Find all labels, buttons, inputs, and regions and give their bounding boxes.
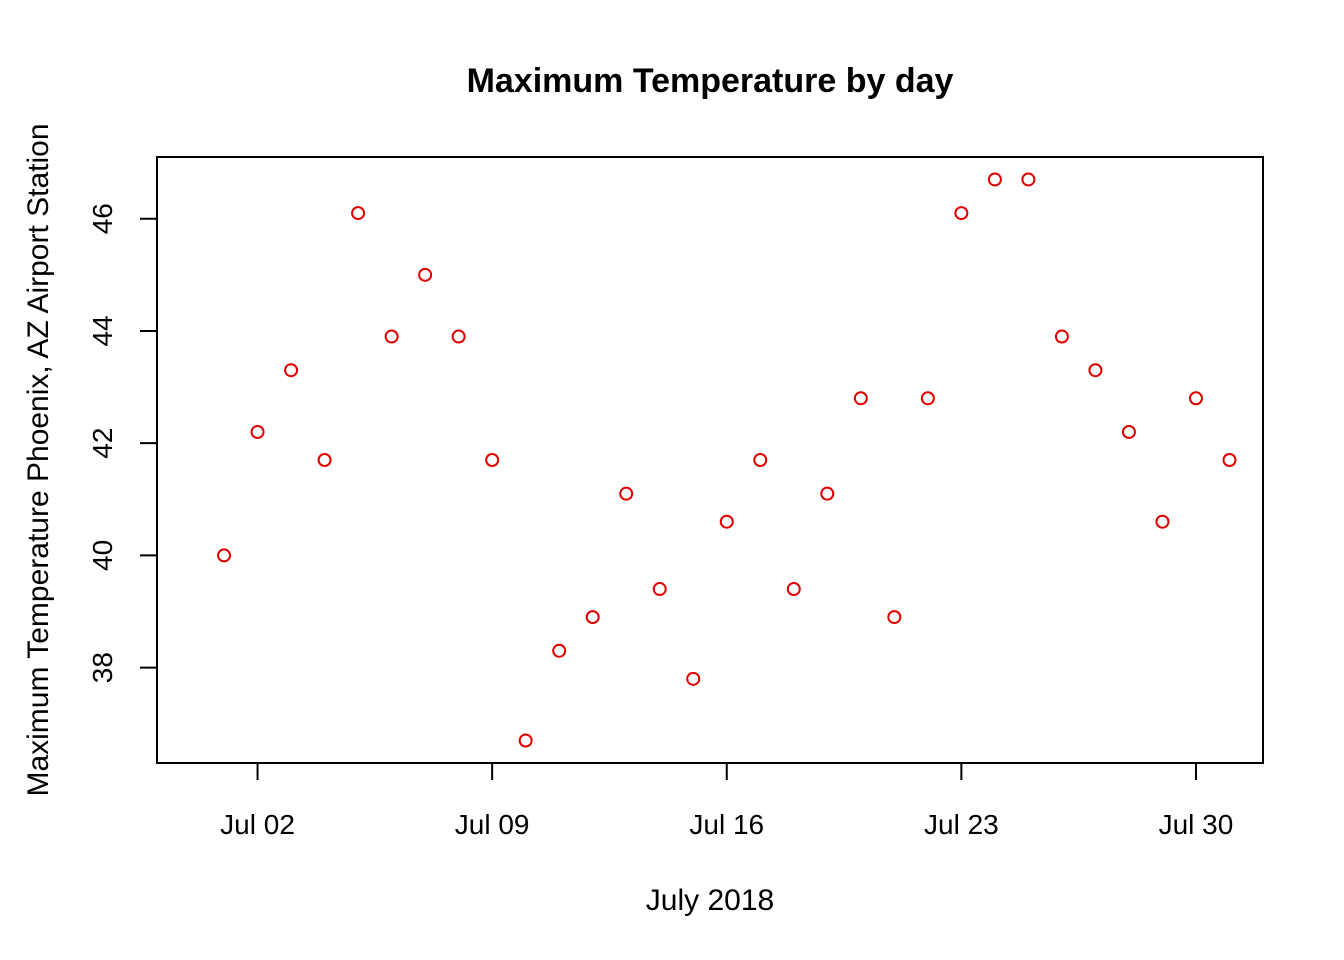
- data-point-26: [1088, 363, 1103, 378]
- y-tick-label-2: 42: [87, 428, 118, 459]
- data-point-9: [518, 733, 533, 748]
- data-point-23: [987, 172, 1002, 187]
- chart-title: Maximum Temperature by day: [467, 62, 954, 100]
- data-point-30: [1222, 453, 1237, 467]
- data-point-13: [652, 582, 667, 597]
- x-tick-label-4: Jul 30: [1159, 809, 1234, 840]
- data-point-17: [786, 582, 801, 597]
- x-tick-label-2: Jul 16: [689, 809, 764, 840]
- y-tick-label-1: 40: [87, 540, 118, 571]
- data-point-12: [619, 486, 634, 501]
- y-axis: 38 40 42 44 46: [87, 203, 157, 683]
- data-point-22: [954, 206, 969, 221]
- x-axis-label: July 2018: [646, 884, 774, 917]
- data-point-2: [284, 363, 299, 378]
- data-point-28: [1155, 514, 1170, 529]
- data-point-24: [1021, 172, 1036, 187]
- data-point-19: [853, 391, 868, 406]
- data-point-0: [217, 548, 232, 563]
- data-point-1: [250, 424, 265, 439]
- data-point-14: [686, 671, 701, 686]
- data-point-8: [485, 453, 500, 467]
- data-point-11: [585, 610, 600, 625]
- data-point-29: [1188, 391, 1203, 406]
- data-point-3: [317, 453, 332, 467]
- data-points: [217, 172, 1237, 748]
- data-point-5: [384, 329, 399, 344]
- data-point-21: [920, 391, 935, 406]
- y-tick-label-4: 46: [87, 203, 118, 234]
- data-point-25: [1054, 329, 1069, 344]
- x-tick-label-1: Jul 09: [455, 809, 530, 840]
- data-point-27: [1121, 424, 1136, 439]
- data-point-10: [552, 643, 567, 658]
- data-point-6: [418, 267, 433, 282]
- data-point-18: [820, 486, 835, 501]
- plot-frame: [156, 156, 1264, 764]
- x-axis: Jul 02 Jul 09 Jul 16 Jul 23 Jul 30: [220, 763, 1233, 840]
- data-point-16: [753, 453, 768, 467]
- y-axis-label: Maximum Temperature Phoenix, AZ Airport …: [22, 123, 55, 796]
- data-point-15: [719, 514, 734, 529]
- y-tick-label-0: 38: [87, 652, 118, 683]
- x-tick-label-3: Jul 23: [924, 809, 999, 840]
- data-point-7: [451, 329, 466, 344]
- y-tick-label-3: 44: [87, 315, 118, 346]
- x-tick-label-0: Jul 02: [220, 809, 295, 840]
- data-point-4: [351, 206, 366, 221]
- data-point-20: [887, 610, 902, 625]
